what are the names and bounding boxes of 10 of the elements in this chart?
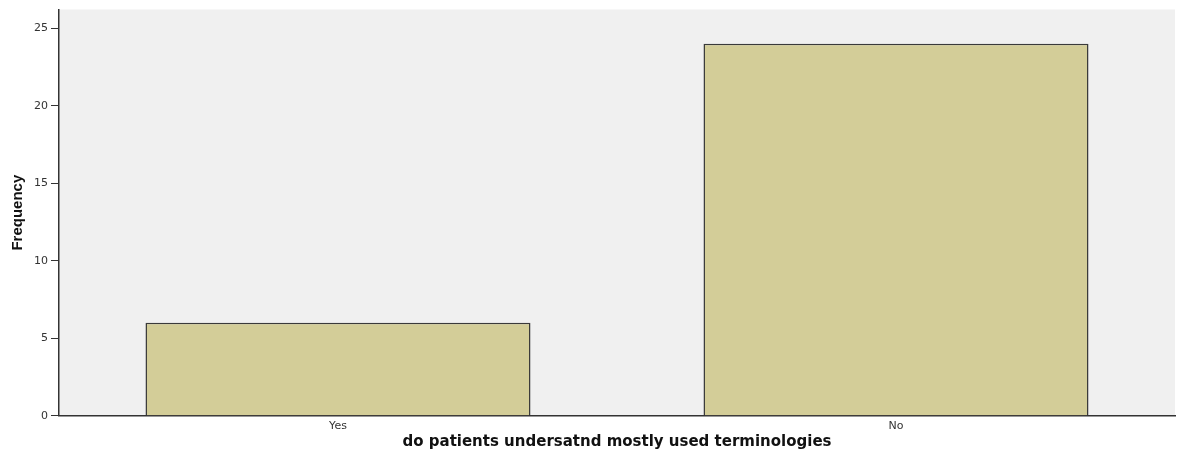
x-axis-title: do patients undersatnd mostly used terminologies — [402, 431, 832, 450]
x-tick-label: No — [888, 419, 904, 433]
y-tick-label: 10 — [34, 253, 48, 267]
y-tick-label: 0 — [41, 408, 48, 422]
y-tick-label: 20 — [34, 98, 48, 112]
x-tick-label: Yes — [328, 419, 348, 433]
y-axis-title: Frequency — [8, 174, 26, 251]
y-tick-label: 15 — [34, 176, 48, 190]
y-tick-label: 25 — [34, 21, 48, 35]
y-tick-label: 5 — [41, 331, 48, 345]
